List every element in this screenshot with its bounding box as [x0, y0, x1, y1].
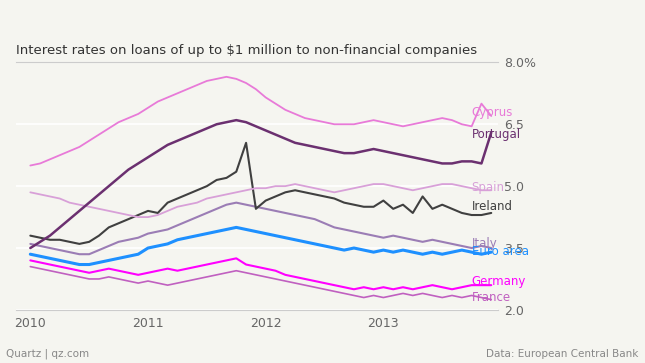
Text: Interest rates on loans of up to $1 million to non-financial companies: Interest rates on loans of up to $1 mill… [16, 44, 477, 57]
Text: Spain: Spain [471, 181, 504, 194]
Text: Portugal: Portugal [471, 128, 521, 141]
Text: France: France [471, 291, 511, 304]
Text: Germany: Germany [471, 276, 526, 288]
Text: Euro area: Euro area [471, 245, 529, 258]
Text: Quartz | qz.com: Quartz | qz.com [6, 349, 90, 359]
Text: Data: European Central Bank: Data: European Central Bank [486, 349, 639, 359]
Text: Ireland: Ireland [471, 200, 513, 213]
Text: Italy: Italy [471, 237, 497, 250]
Text: Cyprus: Cyprus [471, 106, 513, 119]
